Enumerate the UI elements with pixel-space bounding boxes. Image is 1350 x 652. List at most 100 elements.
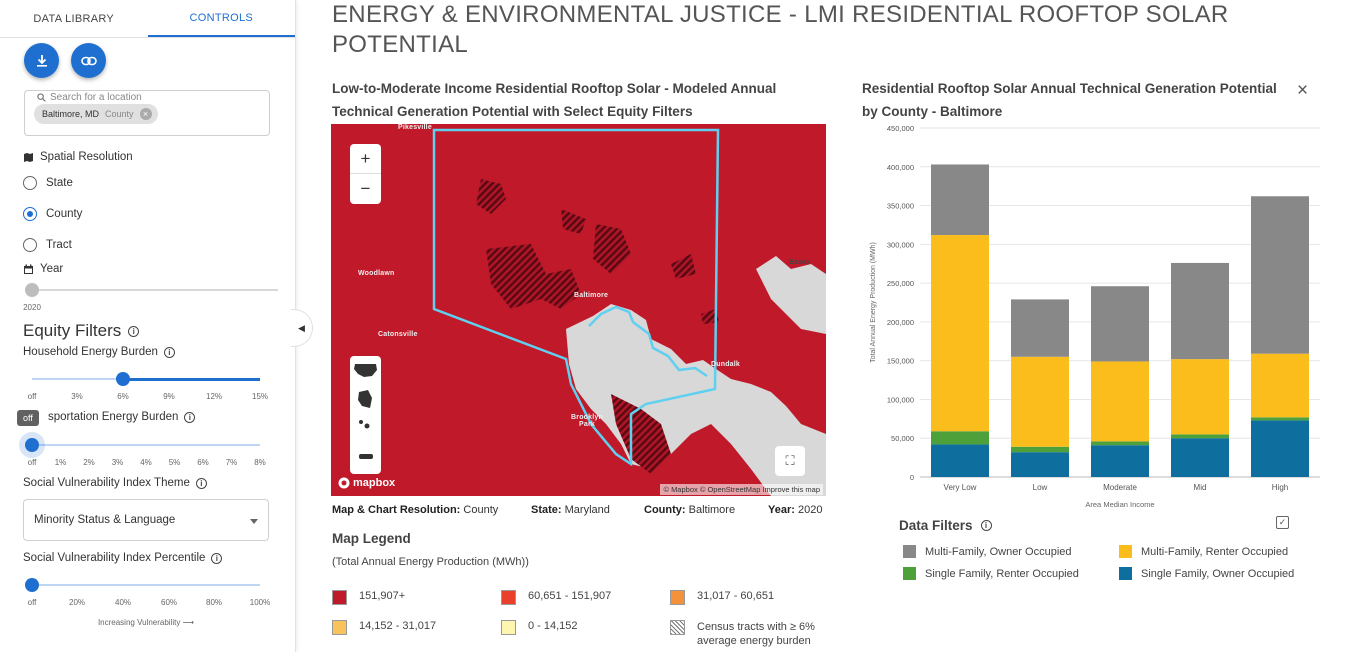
radio-state[interactable]: State xyxy=(23,176,73,190)
year-slider-knob[interactable] xyxy=(25,283,39,297)
info-icon[interactable]: i xyxy=(195,477,207,489)
data-filter-item[interactable]: Single Family, Renter Occupied xyxy=(903,567,1079,580)
radio-state-label: State xyxy=(46,177,73,189)
bar-segment xyxy=(1011,356,1069,447)
filter-label: Multi-Family, Owner Occupied xyxy=(925,545,1072,558)
meta-year: Year: 2020 xyxy=(768,504,822,516)
download-icon xyxy=(36,54,47,67)
tick-label: 6% xyxy=(197,458,209,467)
info-icon[interactable]: i xyxy=(163,346,175,358)
radio-state-circle[interactable] xyxy=(23,176,37,190)
legend-item: Census tracts with ≥ 6% average energy b… xyxy=(670,620,830,648)
household-energy-burden-heading: Household Energy Burden i xyxy=(23,346,175,358)
search-placeholder-text: Search for a location xyxy=(50,92,142,103)
download-button[interactable] xyxy=(24,43,59,78)
svi-percentile-track[interactable] xyxy=(32,584,260,586)
data-filter-item[interactable]: Multi-Family, Owner Occupied xyxy=(903,545,1072,558)
fullscreen-button[interactable]: ⛶ xyxy=(775,446,805,476)
bar-segment xyxy=(931,431,989,445)
radio-county-circle[interactable] xyxy=(23,207,37,221)
hatched-tract xyxy=(611,394,671,474)
transportation-energy-burden-heading: sportation Energy Burden i xyxy=(48,411,196,423)
hawaii-icon[interactable] xyxy=(359,420,363,424)
meta-resolution-value: County xyxy=(463,504,499,516)
legend-item: 14,152 - 31,017 xyxy=(332,620,436,635)
radio-tract-circle[interactable] xyxy=(23,238,37,252)
svi-theme-select[interactable]: Minority Status & Language xyxy=(23,499,269,541)
bar-segment xyxy=(1011,452,1069,477)
collapse-sidebar-button[interactable]: ◀ xyxy=(291,309,313,347)
inset-icons xyxy=(354,364,377,459)
puerto-rico-icon[interactable] xyxy=(359,454,373,459)
legend-swatch xyxy=(501,590,516,605)
tick-label: 100% xyxy=(249,598,271,607)
info-icon[interactable]: i xyxy=(211,552,223,564)
map-label: Dundalk xyxy=(711,361,741,368)
mapbox-logo-text: mapbox xyxy=(353,477,396,489)
info-icon[interactable]: i xyxy=(980,520,992,531)
bar-segment xyxy=(1091,286,1149,362)
hatched-tract xyxy=(671,254,696,279)
map-attribution[interactable]: © Mapbox © OpenStreetMap Improve this ma… xyxy=(660,484,823,495)
tab-data-library[interactable]: DATA LIBRARY xyxy=(33,12,115,25)
shoreline xyxy=(588,305,708,378)
tick-label: 20% xyxy=(68,598,86,607)
map-title: Low-to-Moderate Income Residential Rooft… xyxy=(332,81,777,119)
zoom-out-button[interactable]: − xyxy=(360,179,371,198)
data-filter-item[interactable]: Multi-Family, Renter Occupied xyxy=(1119,545,1288,558)
map-legend-subtitle: (Total Annual Energy Production (MWh)) xyxy=(332,556,529,568)
tick-label: 2% xyxy=(83,458,95,467)
tab-controls[interactable]: CONTROLS xyxy=(147,0,295,37)
x-tick-label: Moderate xyxy=(1103,483,1137,492)
map-label: Brooklyn Park xyxy=(571,414,603,428)
transportation-energy-burden-label: sportation Energy Burden xyxy=(48,411,179,423)
tick-label: off xyxy=(27,458,37,467)
y-axis-label: Total Annual Energy Production (MWh) xyxy=(870,242,877,363)
y-tick-label: 100,000 xyxy=(887,395,914,404)
checklist-icon[interactable]: ✓ xyxy=(1276,516,1289,529)
bar-segment xyxy=(1171,359,1229,435)
bar-segment xyxy=(1091,441,1149,446)
legend-item: 31,017 - 60,651 xyxy=(670,590,774,605)
transport-burden-track[interactable] xyxy=(32,444,260,446)
y-tick-label: 150,000 xyxy=(887,357,914,366)
bar-segment xyxy=(1251,196,1309,354)
share-link-button[interactable] xyxy=(71,43,106,78)
map-canvas xyxy=(432,128,826,496)
alaska-icon[interactable] xyxy=(358,390,372,408)
year-slider-track[interactable] xyxy=(30,289,278,291)
tick-label: 6% xyxy=(117,392,129,401)
meta-county: County: Baltimore xyxy=(644,504,735,516)
link-icon xyxy=(80,56,97,65)
tick-label: 3% xyxy=(71,392,83,401)
bar-segment xyxy=(931,235,989,432)
hawaii-icon[interactable] xyxy=(364,423,370,429)
hatched-tract xyxy=(486,244,581,309)
map-label: Pikesville xyxy=(398,124,432,131)
legend-swatch xyxy=(332,590,347,605)
sidebar-tabs: DATA LIBRARY CONTROLS xyxy=(0,0,295,38)
data-filter-item[interactable]: Single Family, Owner Occupied xyxy=(1119,567,1294,580)
info-icon[interactable]: i xyxy=(184,411,196,423)
legend-label: 31,017 - 60,651 xyxy=(697,590,775,602)
svi-percentile-knob[interactable] xyxy=(25,578,39,592)
equity-filters-title: Equity Filters xyxy=(23,321,122,340)
zoom-in-button[interactable]: + xyxy=(350,144,381,174)
radio-county[interactable]: County xyxy=(23,207,82,221)
chip-remove-icon[interactable]: × xyxy=(139,108,152,120)
bar-segment xyxy=(931,444,989,477)
bar-segment xyxy=(1011,446,1069,453)
map-view[interactable]: Woodlawn Catonsville Baltimore Brooklyn … xyxy=(331,124,826,496)
usa-icon[interactable] xyxy=(354,364,377,377)
svi-theme-heading: Social Vulnerability Index Theme i xyxy=(23,477,207,489)
filter-swatch xyxy=(903,545,916,558)
filter-label: Single Family, Owner Occupied xyxy=(1141,567,1295,580)
location-search-field[interactable]: Search for a location Baltimore, MD Coun… xyxy=(24,90,270,136)
info-icon[interactable]: i xyxy=(128,325,140,337)
transport-burden-knob[interactable] xyxy=(25,438,39,452)
chevron-left-icon: ◀ xyxy=(298,322,305,333)
household-burden-knob[interactable] xyxy=(116,372,130,386)
radio-tract[interactable]: Tract xyxy=(23,238,72,252)
close-icon[interactable]: × xyxy=(1297,80,1309,101)
bar-segment xyxy=(1171,262,1229,360)
